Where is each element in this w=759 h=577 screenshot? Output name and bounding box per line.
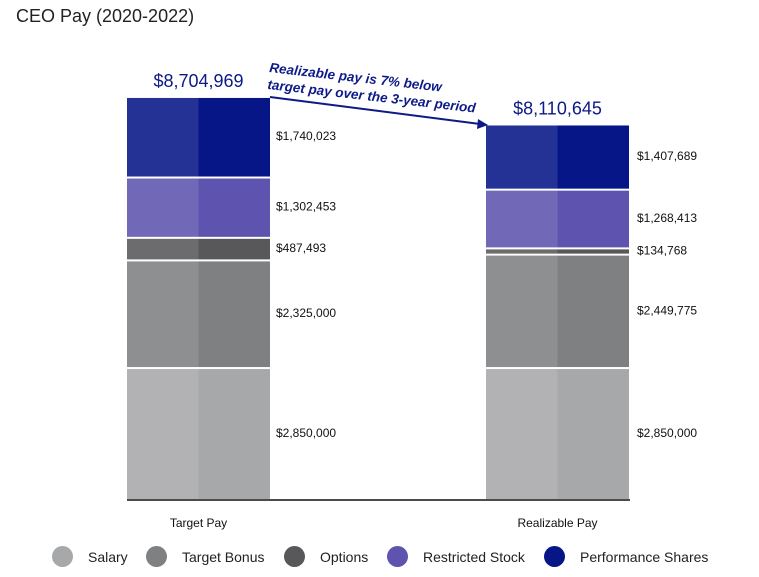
- total-label-target-pay: $8,704,969: [153, 71, 243, 91]
- category-label-target-pay: Target Pay: [170, 516, 227, 530]
- legend: Salary Target Bonus Options Restricted S…: [0, 546, 759, 572]
- bar-realizable-pay-restricted-stock-right: [557, 190, 629, 248]
- data-label-target-pay-options: $487,493: [276, 241, 326, 255]
- bar-realizable-pay-salary-right: [557, 369, 629, 499]
- annotation-arrowhead: [477, 119, 488, 129]
- bar-realizable-pay-target-bonus-right: [557, 255, 629, 368]
- data-label-realizable-pay-target-bonus: $2,449,775: [637, 303, 697, 317]
- total-label-realizable-pay: $8,110,645: [513, 98, 602, 118]
- bar-realizable-pay-restricted-stock-left: [486, 190, 558, 248]
- bar-target-pay-salary-right: [198, 369, 270, 499]
- bar-realizable-pay-salary-left: [486, 369, 558, 499]
- data-label-realizable-pay-options: $134,768: [637, 244, 687, 258]
- bar-realizable-pay-options-left: [486, 249, 558, 254]
- bar-realizable-pay-options-right: [557, 249, 629, 254]
- legend-swatch-salary: [52, 546, 73, 567]
- bar-realizable-pay-performance-shares-right: [557, 125, 629, 189]
- legend-item-salary: Salary: [52, 546, 128, 567]
- bar-target-pay-target-bonus-left: [127, 261, 199, 368]
- bar-target-pay-options-right: [198, 238, 270, 260]
- legend-label-performance-shares: Performance Shares: [580, 548, 709, 565]
- annotation-text: Realizable pay is 7% belowtarget pay ove…: [267, 60, 479, 116]
- bar-target-pay-target-bonus-right: [198, 261, 270, 368]
- data-label-realizable-pay-salary: $2,850,000: [637, 426, 697, 440]
- data-label-target-pay-salary: $2,850,000: [276, 426, 336, 440]
- bar-target-pay-options-left: [127, 238, 199, 260]
- stacked-bar-chart: $2,850,000 $2,325,000 $487,493 $1,302,453 $1…: [127, 60, 697, 530]
- legend-swatch-target-bonus: [146, 546, 167, 567]
- bar-target-pay-restricted-stock-right: [198, 178, 270, 237]
- annotation-arrow-line: [269, 96, 481, 125]
- bar-realizable-pay-performance-shares-left: [486, 125, 558, 189]
- legend-label-salary: Salary: [88, 548, 128, 565]
- bar-realizable-pay-target-bonus-left: [486, 255, 558, 368]
- legend-swatch-options: [284, 546, 305, 567]
- legend-item-performance-shares: Performance Shares: [544, 546, 708, 567]
- bar-target-pay-performance-shares-right: [198, 97, 270, 177]
- legend-swatch-performance-shares: [544, 546, 565, 567]
- bar-target-pay-performance-shares-left: [127, 97, 199, 177]
- legend-item-options: Options: [284, 546, 368, 567]
- data-label-target-pay-target-bonus: $2,325,000: [276, 306, 336, 320]
- legend-item-target-bonus: Target Bonus: [146, 546, 265, 567]
- legend-swatch-restricted-stock: [387, 546, 408, 567]
- bar-target-pay-restricted-stock-left: [127, 178, 199, 237]
- category-label-realizable-pay: Realizable Pay: [517, 516, 597, 530]
- data-label-target-pay-performance-shares: $1,740,023: [276, 129, 336, 143]
- legend-label-target-bonus: Target Bonus: [182, 548, 265, 565]
- data-label-realizable-pay-restricted-stock: $1,268,413: [637, 211, 697, 225]
- chart-title: CEO Pay (2020-2022): [16, 6, 195, 26]
- legend-label-restricted-stock: Restricted Stock: [423, 548, 525, 565]
- data-label-realizable-pay-performance-shares: $1,407,689: [637, 149, 697, 163]
- data-label-target-pay-restricted-stock: $1,302,453: [276, 200, 336, 214]
- bar-target-pay-salary-left: [127, 369, 199, 499]
- legend-item-restricted-stock: Restricted Stock: [387, 546, 525, 567]
- legend-label-options: Options: [320, 548, 369, 565]
